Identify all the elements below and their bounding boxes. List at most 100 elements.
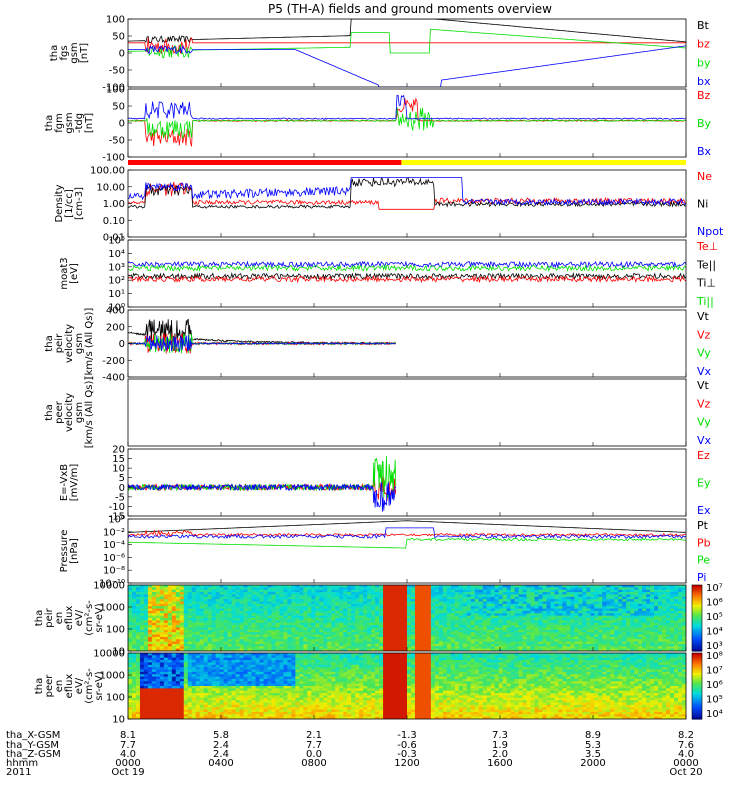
heatmap-cell — [227, 606, 233, 610]
heatmap-cell — [271, 599, 277, 603]
heatmap-cell — [586, 608, 591, 612]
heatmap-cell — [482, 610, 488, 614]
heatmap-cell — [283, 589, 289, 593]
heatmap-cell — [403, 592, 408, 596]
heatmap-cell — [311, 632, 316, 636]
heatmap-cell — [658, 632, 663, 636]
heatmap-cell — [422, 622, 428, 626]
heatmap-cell — [231, 709, 237, 713]
heatmap-cell — [367, 589, 372, 593]
heatmap-cell — [351, 629, 356, 633]
heatmap-cell — [251, 610, 257, 614]
heatmap-cell — [243, 646, 249, 650]
heatmap-cell — [143, 711, 149, 715]
heatmap-cell — [139, 641, 145, 645]
heatmap-cell — [231, 632, 237, 636]
heatmap-cell — [442, 610, 448, 614]
heatmap-cell — [191, 620, 197, 624]
heatmap-cell — [355, 634, 360, 638]
heatmap-cell — [387, 643, 392, 647]
heatmap-cell — [407, 613, 412, 617]
heatmap-cell — [442, 641, 448, 645]
heatmap-cell — [490, 632, 496, 636]
heatmap-cell — [678, 648, 683, 651]
heatmap-cell — [151, 667, 157, 671]
heatmap-cell — [327, 585, 332, 588]
heatmap-cell — [267, 585, 273, 588]
heatmap-cell — [530, 601, 536, 605]
heatmap-cell — [339, 613, 344, 617]
heatmap-cell — [538, 594, 544, 598]
heatmap-cell — [363, 641, 368, 645]
heatmap-cell — [191, 603, 197, 607]
heatmap-cell — [163, 592, 169, 596]
heatmap-cell — [131, 634, 137, 638]
heatmap-cell — [259, 594, 265, 598]
heatmap-cell — [159, 613, 165, 617]
heatmap-cell — [251, 636, 257, 640]
heatmap-cell — [383, 589, 388, 593]
heatmap-cell — [211, 662, 217, 666]
heatmap-cell — [343, 608, 348, 612]
heatmap-cell — [215, 592, 221, 596]
heatmap-cell — [299, 618, 304, 621]
heatmap-cell — [566, 643, 572, 647]
heatmap-cell — [343, 618, 348, 621]
heatmap-cell — [510, 610, 516, 614]
heatmap-cell — [219, 674, 225, 678]
heatmap-cell — [654, 646, 659, 650]
heatmap-cell — [343, 585, 348, 588]
heatmap-cell — [674, 629, 679, 633]
heatmap-cell — [191, 618, 197, 621]
heatmap-cell — [135, 613, 141, 617]
heatmap-cell — [151, 693, 157, 697]
heatmap-cell — [474, 601, 480, 605]
heatmap-cell — [195, 693, 201, 697]
heatmap-cell — [578, 587, 583, 591]
heatmap-cell — [538, 592, 544, 596]
heatmap-cell — [646, 618, 651, 621]
heatmap-cell — [139, 653, 145, 656]
heatmap-cell — [602, 615, 607, 619]
heatmap-cell — [614, 610, 619, 614]
y-tick-label: 10² — [108, 276, 125, 287]
heatmap-cell — [670, 587, 675, 591]
heatmap-cell — [391, 608, 396, 612]
heatmap-cell — [538, 648, 544, 651]
heatmap-cell — [622, 641, 627, 645]
heatmap-cell — [315, 648, 320, 651]
heatmap-cell — [227, 700, 233, 704]
heatmap-cell — [594, 639, 599, 643]
heatmap-cell — [128, 618, 133, 621]
heatmap-cell — [470, 641, 476, 645]
heatmap-cell — [574, 639, 579, 643]
heatmap-cell — [610, 587, 615, 591]
heatmap-cell — [159, 636, 165, 640]
heatmap-cell — [590, 636, 595, 640]
heatmap-cell — [183, 608, 189, 612]
heatmap-cell — [235, 629, 241, 633]
heatmap-cell — [131, 688, 137, 692]
heatmap-cell — [387, 636, 392, 640]
heatmap-cell — [139, 709, 145, 713]
y-tick-label: 400 — [106, 306, 125, 317]
heatmap-cell — [259, 601, 265, 605]
colorbar-frame — [691, 584, 703, 652]
heatmap-cell — [367, 639, 372, 643]
heatmap-cell — [582, 603, 587, 607]
heatmap-cell — [634, 627, 639, 631]
heatmap-cell — [283, 608, 289, 612]
heatmap-cell — [259, 613, 265, 617]
heatmap-cell — [199, 587, 205, 591]
heatmap-cell — [678, 587, 683, 591]
heatmap-cell — [490, 603, 496, 607]
heatmap-cell — [147, 603, 153, 607]
heatmap-cell — [450, 610, 456, 614]
heatmap-cell — [426, 589, 432, 593]
heatmap-cell — [538, 634, 544, 638]
heatmap-cell — [658, 596, 663, 600]
heatmap-cell — [215, 594, 221, 598]
heatmap-cell — [522, 599, 528, 603]
heatmap-cell — [670, 636, 675, 640]
heatmap-cell — [179, 646, 185, 650]
